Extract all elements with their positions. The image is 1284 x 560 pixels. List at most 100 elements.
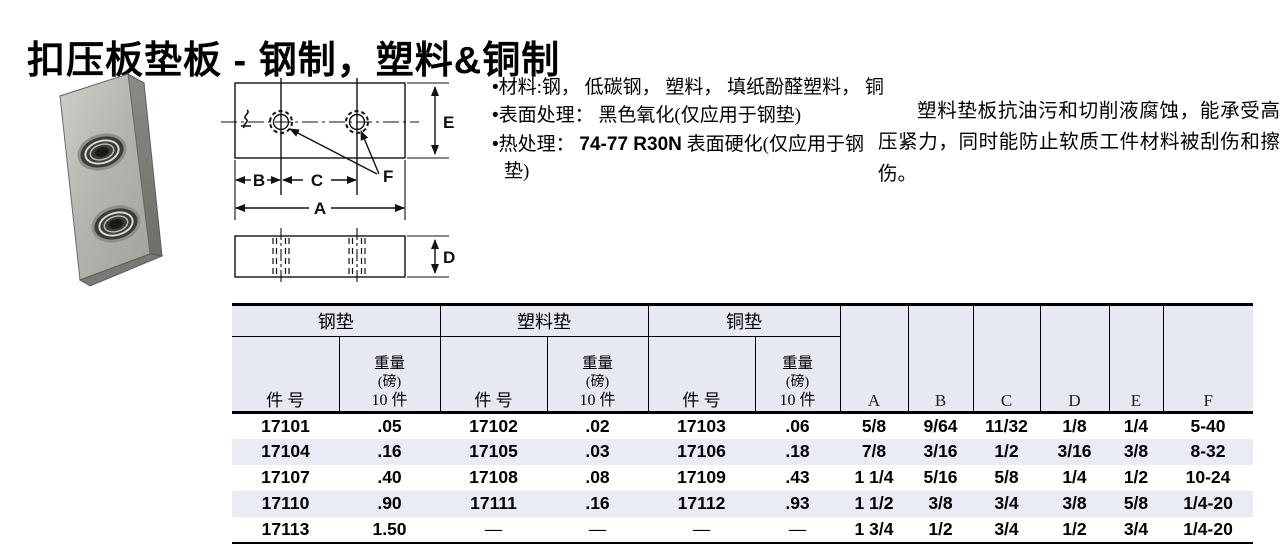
table-cell: 1 3/4: [854, 518, 894, 539]
table-cell: .16: [585, 493, 610, 513]
group-header-plastic: 塑料垫: [440, 304, 649, 337]
table-cell: 17112: [677, 493, 726, 513]
table-row: 17113 1.50 — — — — 1 3/4 1/2 3/4 1/2 3/4 1/4-20: [232, 517, 1253, 543]
dim-label-c: C: [311, 171, 323, 190]
spec-item-heat: •热处理： 74-77 R30N 表面硬化(仅应用于钢垫): [492, 131, 884, 186]
table-cell: 5/8: [1123, 493, 1149, 513]
hidden-thread-lines: [272, 238, 366, 275]
dim-label-a: A: [314, 199, 326, 218]
table-cell: 10-24: [1185, 467, 1231, 487]
table-cell: 17101: [232, 411, 339, 439]
col-header-weight: 重量 (磅) 10 件: [755, 336, 841, 413]
table-cell: .06: [755, 411, 840, 439]
dim-label-e: E: [443, 113, 454, 132]
table-cell: 1/2: [928, 518, 953, 539]
col-header-d: D: [1040, 304, 1110, 413]
table-cell: 5/8: [840, 411, 908, 439]
table-cell: 1/2: [1062, 518, 1087, 539]
sub-header-row: 件 号 重量 (磅) 10 件 件 号 重量 (磅) 10 件 件 号 重量 (…: [232, 336, 1253, 413]
table-cell: 17102: [440, 411, 547, 439]
weight-label-line: (磅): [585, 374, 610, 390]
block-faces: [58, 73, 164, 287]
table-cell: 8-32: [1190, 441, 1226, 461]
table-cell: .40: [377, 467, 402, 487]
spec-text: 热处理：: [498, 133, 580, 155]
bullet-icon: •: [492, 105, 499, 127]
table-cell: —: [788, 518, 807, 539]
table-cell: 17109: [677, 467, 726, 487]
table-cell: .03: [585, 441, 610, 461]
spec-text: 材料:钢， 低碳钢， 塑料， 填纸酚醛塑料， 铜: [498, 77, 884, 98]
threaded-hole: [77, 133, 127, 171]
spec-item-surface: •表面处理： 黑色氧化(仅应用于钢垫): [492, 102, 884, 129]
dim-label-d: D: [443, 248, 455, 267]
group-header-steel: 钢垫: [232, 304, 441, 337]
parts-table: 钢垫 塑料垫 铜垫 A B C D E F 件 号 重量 (磅) 10 件 件 …: [232, 303, 1253, 544]
table-cell: .02: [547, 411, 648, 439]
threaded-hole: [91, 205, 141, 243]
table-cell: 3/4: [1123, 518, 1149, 539]
table-cell: 17104: [261, 441, 310, 461]
table-cell: 5/16: [923, 467, 958, 487]
table-cell: 1/8: [1040, 411, 1109, 439]
weight-label-line: 10 件: [371, 392, 408, 409]
weight-label-line: 重量: [781, 355, 813, 373]
spec-text: 表面处理： 黑色氧化(仅应用于钢垫): [498, 105, 802, 127]
table-cell: 11/32: [973, 411, 1040, 439]
spec-item-material: •材料:钢， 低碳钢， 塑料， 填纸酚醛塑料， 铜: [492, 74, 884, 101]
table-cell: 1/2: [994, 441, 1019, 461]
table-cell: .90: [377, 493, 402, 513]
table-cell: 1/4-20: [1183, 493, 1233, 513]
table-cell: 3/8: [1062, 493, 1087, 513]
weight-label-line: 10 件: [779, 392, 816, 409]
table-cell: —: [588, 518, 607, 539]
page-title: 扣压板垫板 - 钢制，塑料&铜制: [27, 40, 561, 83]
table-cell: 3/16: [923, 441, 958, 461]
thread-symbol: [241, 109, 251, 129]
hole-symbol: [269, 110, 369, 134]
table-cell: —: [692, 518, 711, 539]
table-cell: 3/4: [994, 518, 1019, 539]
col-header-b: B: [908, 304, 974, 413]
table-cell: .05: [339, 411, 440, 439]
table-cell: .43: [785, 467, 810, 487]
table-cell: 17108: [469, 467, 518, 487]
table-cell: .16: [377, 441, 402, 461]
table-cell: .93: [785, 493, 810, 513]
table-cell: 5-40: [1163, 411, 1253, 439]
col-header-f: F: [1163, 304, 1253, 413]
bullet-icon: •: [492, 77, 499, 98]
technical-drawing: E B C A F D: [221, 78, 455, 285]
table-cell: 1/4: [1062, 467, 1087, 487]
table-cell: 17103: [648, 411, 755, 439]
table-cell: 17107: [261, 467, 310, 487]
weight-label-line: (磅): [377, 374, 402, 390]
table-row: 17107 .40 17108 .08 17109 .43 1 1/4 5/16 5/8 1/4 1…: [232, 465, 1253, 491]
top-view-outline: [234, 82, 406, 159]
table-row: 17110 .90 17111 .16 17112 .93 1 1/2 3/8 3/4 3/8 5/…: [232, 490, 1253, 517]
table-cell: 17106: [677, 441, 726, 461]
table-cell: 3/8: [928, 493, 953, 513]
product-photo: [58, 73, 164, 287]
table-cell: 3/16: [1057, 441, 1092, 461]
table-cell: 17111: [470, 493, 517, 513]
weight-label-line: (磅): [785, 374, 810, 390]
dim-label-f: F: [383, 167, 393, 186]
weight-label-line: 重量: [373, 355, 405, 373]
table-cell: 3/8: [1123, 441, 1149, 461]
spec-text: 表面硬化(仅应用于钢垫): [504, 133, 864, 183]
table-cell: .08: [585, 467, 610, 487]
col-header-part: 件 号: [232, 336, 340, 413]
table-row: 17101.05 17102.02 17103.06 5/8 9/64 11/32 1/8 1…: [232, 411, 1253, 439]
bullet-icon: •: [492, 133, 499, 155]
col-header-a: A: [840, 304, 909, 413]
table-cell: 5/8: [994, 467, 1019, 487]
col-header-weight: 重量 (磅) 10 件: [339, 336, 441, 413]
table-cell: —: [484, 518, 503, 539]
spec-list: •材料:钢， 低碳钢， 塑料， 填纸酚醛塑料， 铜 •表面处理： 黑色氧化(仅应…: [492, 74, 884, 186]
spec-text-bold: 74-77 R30N: [579, 133, 682, 155]
table-cell: 17113: [261, 518, 310, 539]
dim-label-b: B: [253, 171, 265, 190]
table-cell: 1 1/4: [854, 467, 894, 487]
